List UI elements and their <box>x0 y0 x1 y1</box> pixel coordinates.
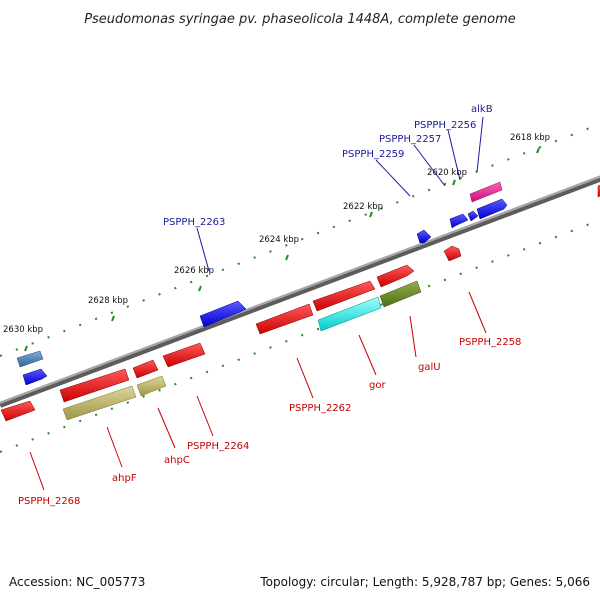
scale-label-2628: 2628 kbp <box>88 296 128 306</box>
scale-label-2620: 2620 kbp <box>427 168 467 178</box>
gene-red-upper-2[interactable] <box>312 280 376 312</box>
scale-label-2622: 2622 kbp <box>343 202 383 212</box>
label-galU[interactable]: galU <box>418 362 441 373</box>
gene-red-upper-1[interactable] <box>376 264 415 288</box>
scale-label-2624: 2624 kbp <box>259 235 299 245</box>
label-gor[interactable]: gor <box>369 380 386 391</box>
forward-genes <box>16 181 508 386</box>
gene-red-small[interactable] <box>132 359 159 379</box>
forward-gene-labels: alkB PSPPH_2256 PSPPH_2257 PSPPH_2259 PS… <box>163 104 493 228</box>
gene-ahpF[interactable] <box>62 385 137 421</box>
gene-PSPPH_2258[interactable] <box>443 245 462 262</box>
label-PSPPH_2256[interactable]: PSPPH_2256 <box>414 120 476 131</box>
label-PSPPH_2257[interactable]: PSPPH_2257 <box>379 134 441 145</box>
label-PSPPH_2264[interactable]: PSPPH_2264 <box>187 441 249 452</box>
gene-PSPPH_2256[interactable] <box>476 198 508 220</box>
scale-label-2626: 2626 kbp <box>174 266 214 276</box>
scale-ruler <box>0 123 600 357</box>
scale-label-2630: 2630 kbp <box>3 325 43 335</box>
genome-backbone <box>0 175 600 408</box>
reverse-gene-labels: PSPPH_2258 galU gor PSPPH_2262 PSPPH_226… <box>18 337 521 507</box>
label-PSPPH_2258[interactable]: PSPPH_2258 <box>459 337 521 348</box>
gene-small-forward[interactable] <box>416 229 432 244</box>
accession-text: Accession: NC_005773 <box>9 575 145 589</box>
gene-steel-forward[interactable] <box>16 350 44 368</box>
scale-label-2618: 2618 kbp <box>510 133 550 143</box>
gene-PSPPH_2263[interactable] <box>199 300 247 328</box>
label-PSPPH_2263[interactable]: PSPPH_2263 <box>163 217 225 228</box>
map-title: Pseudomonas syringae pv. phaseolicola 14… <box>84 12 516 27</box>
gene-gor[interactable] <box>317 296 382 332</box>
gene-PSPPH_2264[interactable] <box>162 342 206 368</box>
gene-left-forward[interactable] <box>22 368 48 386</box>
label-alkB[interactable]: alkB <box>471 104 493 115</box>
leader-lines-forward <box>196 116 484 272</box>
reverse-genes <box>0 184 600 422</box>
leader-lines-reverse <box>29 291 487 491</box>
label-PSPPH_2268[interactable]: PSPPH_2268 <box>18 496 80 507</box>
gene-red-upper-left[interactable] <box>59 368 130 403</box>
genome-summary-text: Topology: circular; Length: 5,928,787 bp… <box>259 575 590 589</box>
label-PSPPH_2262[interactable]: PSPPH_2262 <box>289 403 351 414</box>
gene-alkB[interactable] <box>469 181 503 203</box>
label-ahpF[interactable]: ahpF <box>112 473 137 484</box>
reverse-dotted-line <box>0 219 600 453</box>
label-PSPPH_2259[interactable]: PSPPH_2259 <box>342 149 404 160</box>
scale-labels: 2618 kbp 2620 kbp 2622 kbp 2624 kbp 2626… <box>3 133 550 335</box>
label-ahpC[interactable]: ahpC <box>164 455 190 466</box>
gene-PSPPH_2259[interactable] <box>449 213 469 229</box>
gene-PSPPH_2257[interactable] <box>467 210 479 222</box>
gene-PSPPH_2262[interactable] <box>255 303 314 335</box>
gene-PSPPH_2268[interactable] <box>0 400 36 422</box>
gene-ahpC[interactable] <box>136 375 167 397</box>
gene-galU[interactable] <box>379 280 422 308</box>
